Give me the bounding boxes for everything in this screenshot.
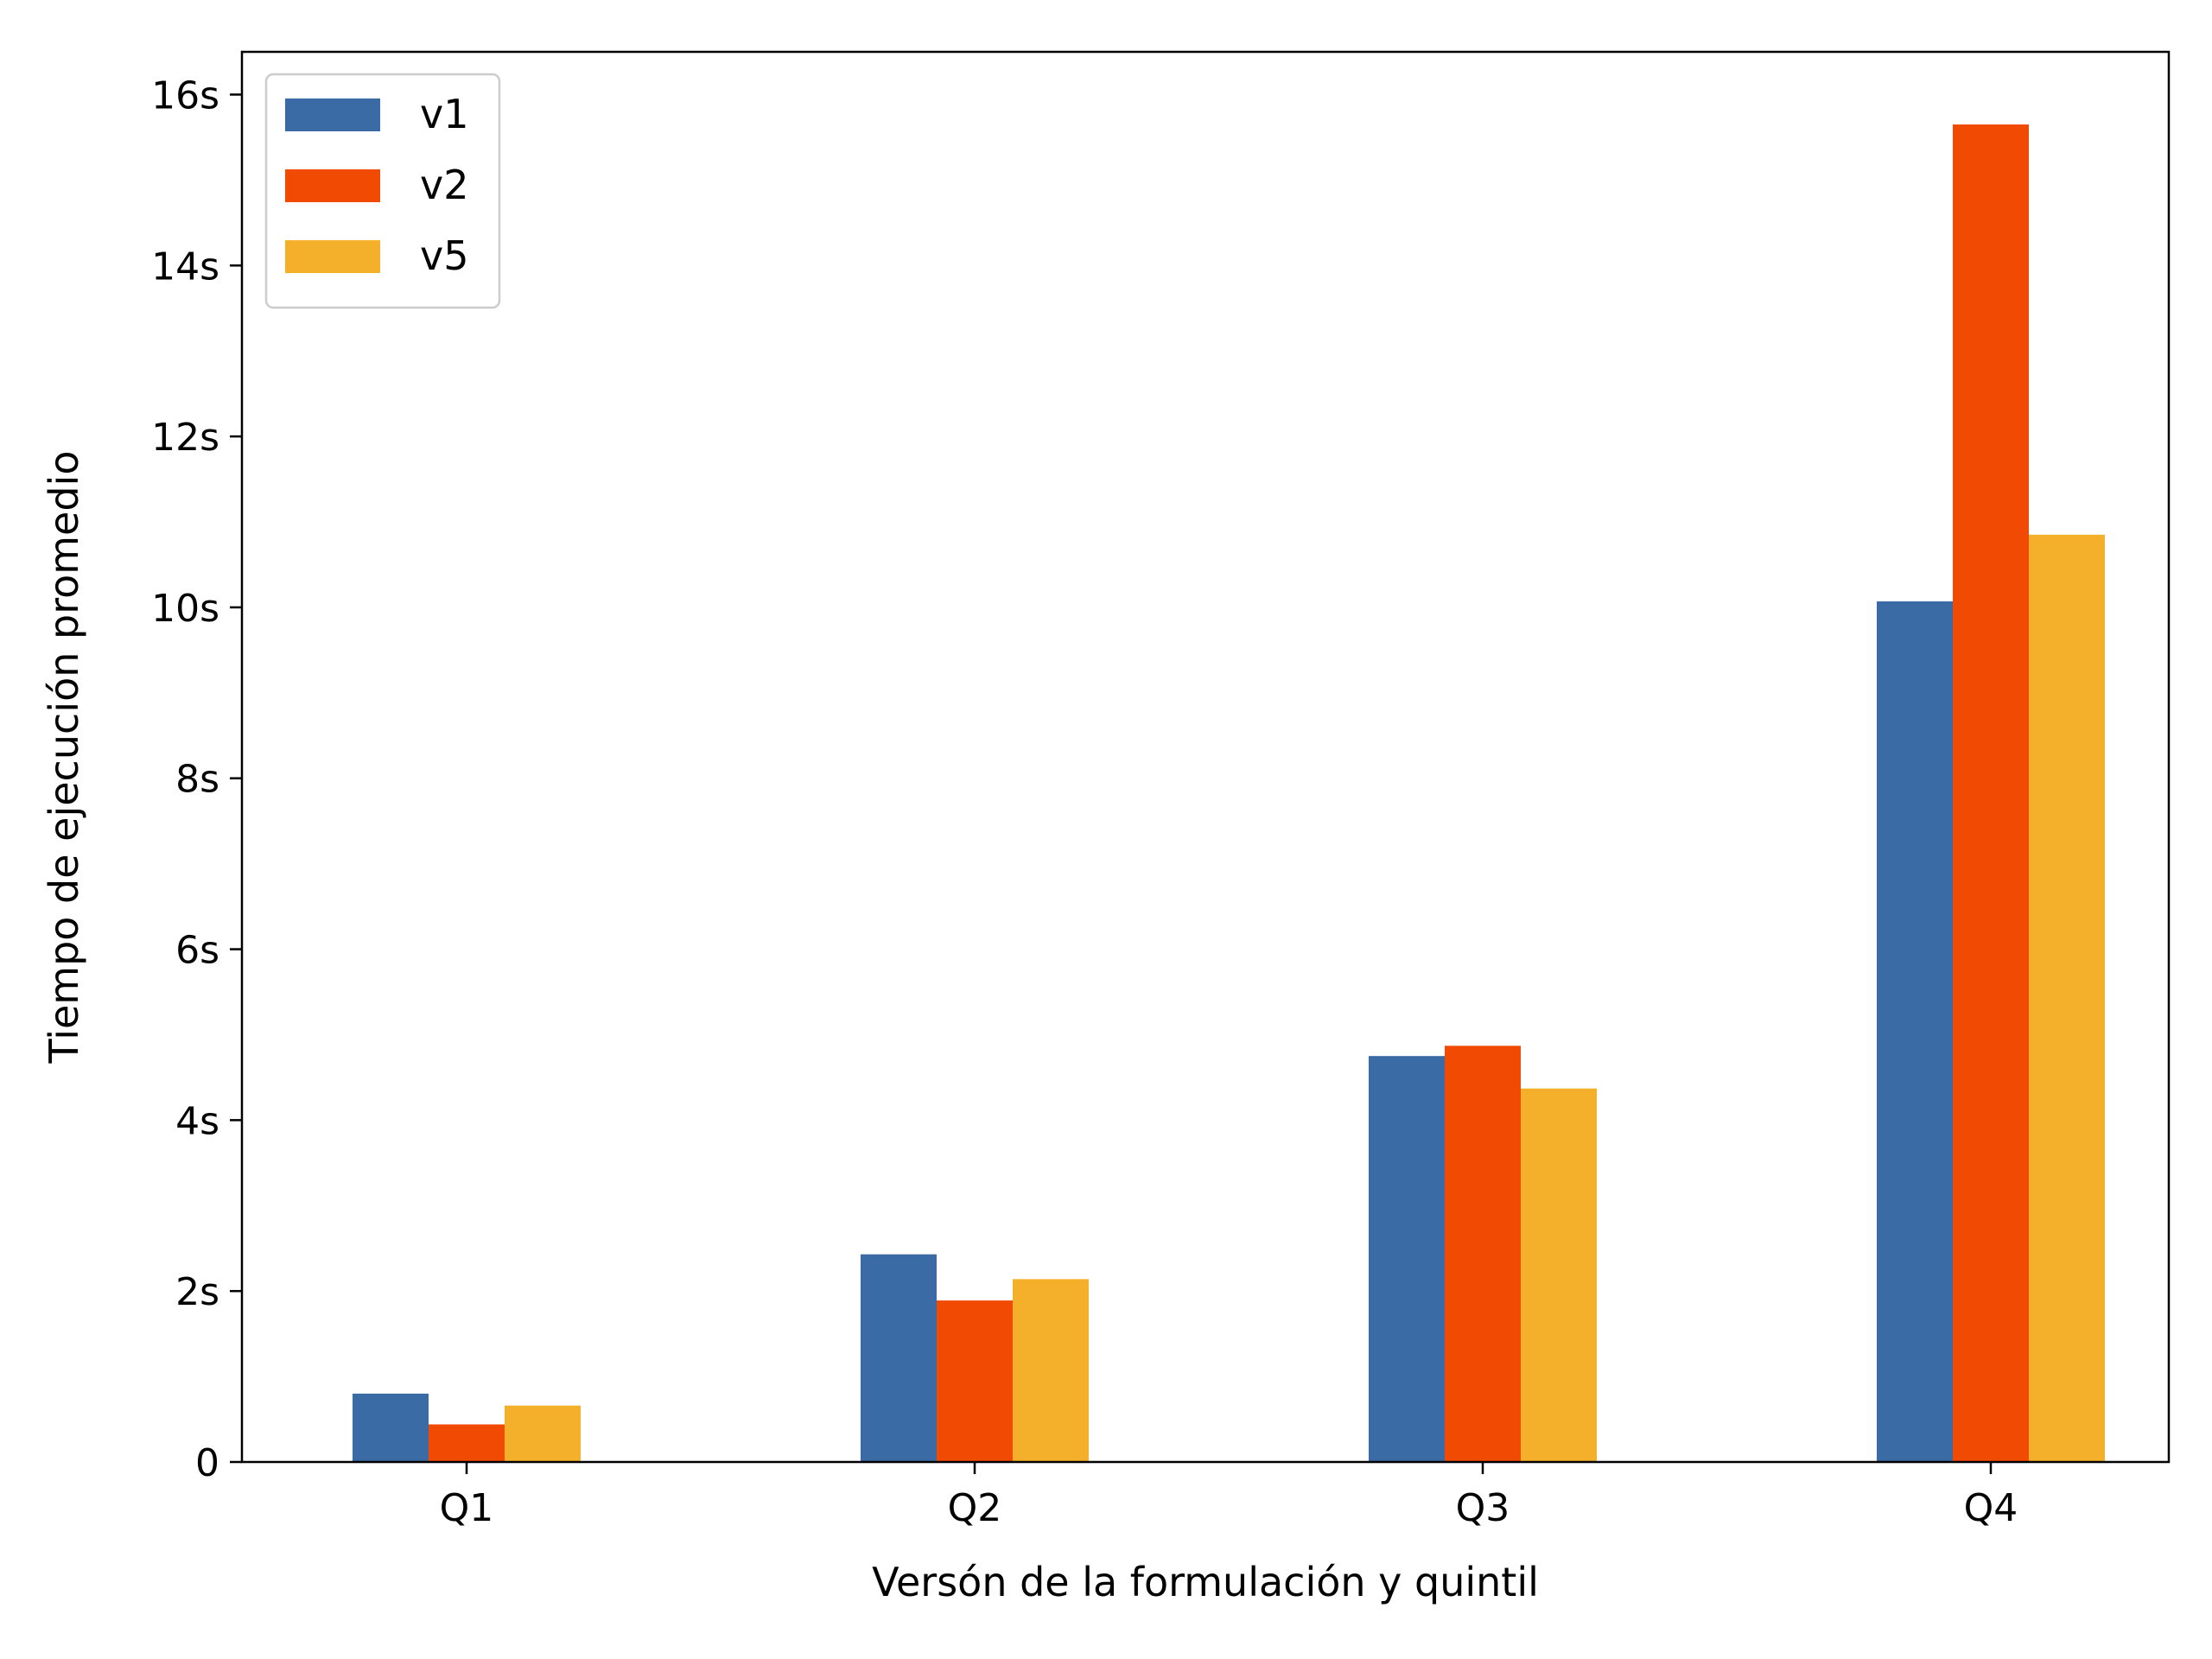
legend: v1 v2 v5 [264,73,501,309]
x-tick-label: Q4 [1964,1486,2018,1530]
y-tick-label: 10s [151,587,219,631]
bar-v5-Q2 [1013,1279,1089,1462]
bar-v5-Q4 [2029,534,2105,1462]
bar-v1-Q4 [1877,601,1953,1462]
y-axis-label: Tiempo de ejecución promedio [41,451,87,1065]
bar-v2-Q1 [429,1424,505,1462]
legend-swatch-v2 [285,169,380,202]
legend-label-v2: v2 [420,162,469,208]
y-tick-label: 2s [175,1270,219,1314]
bar-v1-Q3 [1369,1056,1445,1462]
y-tick-label: 4s [175,1099,219,1143]
bars-layer [353,124,2105,1462]
y-tick-label: 6s [175,929,219,973]
axes-layer: 0 2s 4s 6s 8s 10s 12s 14s 16s Q1 Q2 Q3 Q4 [151,50,2171,1530]
legend-label-v1: v1 [420,91,469,137]
bar-v2-Q2 [937,1300,1013,1462]
bar-v1-Q1 [353,1393,429,1462]
plot-frame [240,50,2171,1464]
legend-swatch-v1 [285,99,380,131]
bar-v5-Q3 [1521,1088,1597,1462]
bar-v2-Q3 [1445,1046,1521,1462]
y-tick-label: 8s [175,758,219,802]
legend-swatch-v5 [285,240,380,273]
legend-label-v5: v5 [420,232,469,279]
x-axis-label: Versón de la formulación y quintil [872,1559,1539,1605]
y-tick-label: 0 [195,1441,219,1485]
y-tick-label: 16s [151,73,219,118]
y-tick-label: 14s [151,245,219,289]
x-tick-label: Q1 [440,1486,494,1530]
bar-v1-Q2 [861,1254,937,1462]
y-tick-label: 12s [151,416,219,460]
bar-v2-Q4 [1953,124,2029,1462]
bar-v5-Q1 [505,1405,581,1462]
x-tick-label: Q3 [1456,1486,1510,1530]
x-tick-label: Q2 [948,1486,1002,1530]
